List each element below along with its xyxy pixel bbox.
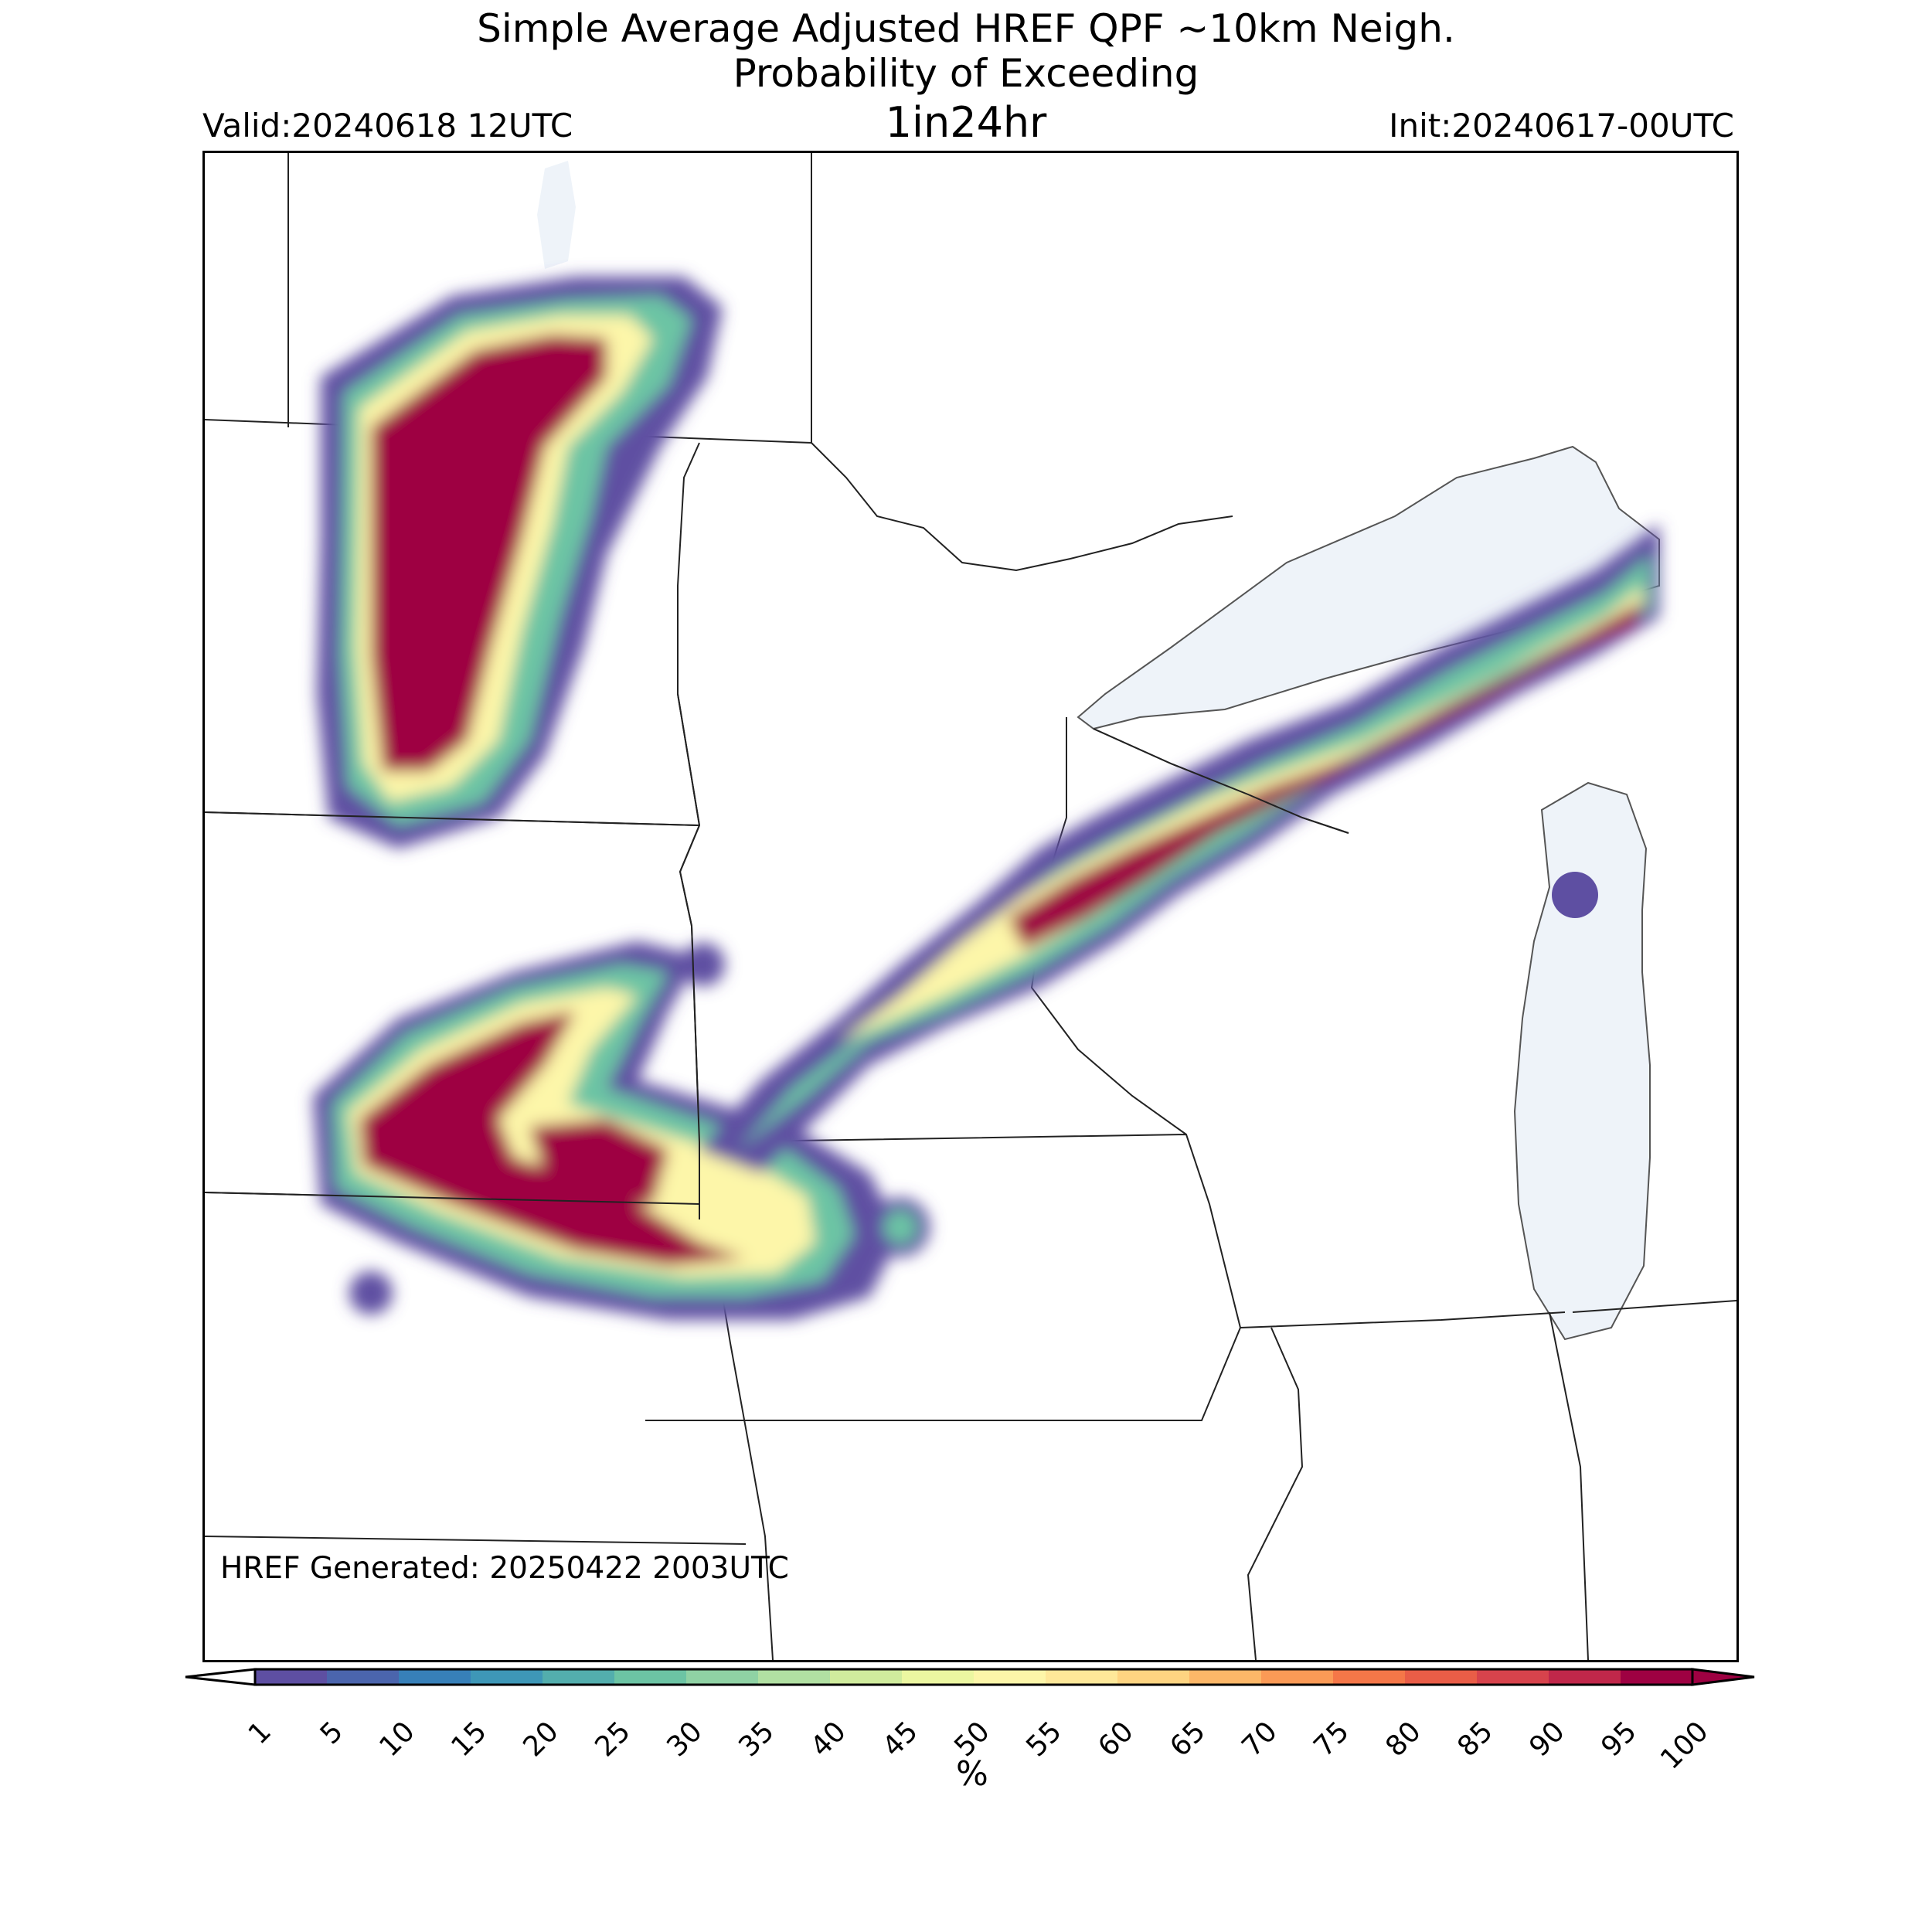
lakes-layer [537, 161, 1660, 1341]
colorbar-cell [399, 1669, 471, 1685]
valid-time: Valid:20240618 12UTC [202, 107, 573, 145]
lake-winnipeg [537, 161, 576, 269]
colorbar-cell [471, 1669, 543, 1685]
colorbar-cell [1621, 1669, 1693, 1685]
colorbar-cell [1046, 1669, 1118, 1685]
colorbar-tick-label: 20 [517, 1716, 565, 1764]
colorbar-cell [1261, 1669, 1334, 1685]
colorbar-cell [614, 1669, 687, 1685]
colorbar-min-extend [185, 1668, 257, 1686]
colorbar-tick-label: 5 [314, 1716, 349, 1751]
colorbar-tick-label: 70 [1236, 1716, 1284, 1764]
colorbar-tick-label: 55 [1020, 1716, 1068, 1764]
colorbar-tick-label: 15 [445, 1716, 493, 1764]
colorbar-cell [1405, 1669, 1478, 1685]
colorbar-tick-label: 45 [876, 1716, 924, 1764]
init-time: Init:20240617-00UTC [1389, 107, 1734, 145]
overlay-borders [205, 586, 1349, 1219]
colorbar-cell [255, 1669, 328, 1685]
colorbar-tick-label: 1 [242, 1716, 277, 1751]
precip-probability-layer [313, 277, 1659, 1320]
colorbar-cell [686, 1669, 759, 1685]
colorbar-tick-label: 80 [1379, 1716, 1427, 1764]
colorbar-cell [974, 1669, 1046, 1685]
colorbar-tick-label: 100 [1655, 1716, 1715, 1776]
colorbar-tick-label: 60 [1092, 1716, 1140, 1764]
colorbar-cell [327, 1669, 400, 1685]
colorbar-cell [1549, 1669, 1621, 1685]
colorbar-cell [830, 1669, 903, 1685]
colorbar-cell [1189, 1669, 1262, 1685]
colorbar-cell [1117, 1669, 1190, 1685]
colorbar-unit: % [956, 1754, 988, 1794]
colorbar-tick-label: 40 [804, 1716, 852, 1764]
probability-map: HREF Generated: 20250422 2003UTC [202, 151, 1739, 1662]
colorbar-tick-label: 90 [1523, 1716, 1571, 1764]
colorbar-tick-label: 25 [589, 1716, 637, 1764]
colorbar-cell [902, 1669, 975, 1685]
colorbar-cell [1477, 1669, 1549, 1685]
lake-superior [1077, 445, 1660, 730]
title-line-1: Simple Average Adjusted HREF QPF ~10km N… [477, 6, 1455, 51]
colorbar-cell [543, 1669, 615, 1685]
colorbar-tick-label: 35 [733, 1716, 781, 1764]
colorbar-tick-label: 10 [373, 1716, 421, 1764]
colorbar-max-extend [1691, 1668, 1755, 1686]
colorbar-cell [758, 1669, 831, 1685]
lake-michigan [1513, 781, 1651, 1341]
colorbar-tick-label: 85 [1451, 1716, 1499, 1764]
map-canvas [205, 153, 1736, 1660]
title-line-2: Probability of Exceeding [733, 51, 1199, 96]
title-threshold: 1in24hr [885, 98, 1047, 147]
generated-timestamp: HREF Generated: 20250422 2003UTC [220, 1551, 789, 1586]
colorbar-tick-label: 65 [1164, 1716, 1212, 1764]
colorbar-tick-label: 75 [1308, 1716, 1355, 1764]
colorbar-tick-label: 30 [661, 1716, 709, 1764]
colorbar [185, 1668, 1755, 1686]
colorbar-cell [1333, 1669, 1406, 1685]
colorbar-tick-label: 95 [1595, 1716, 1643, 1764]
